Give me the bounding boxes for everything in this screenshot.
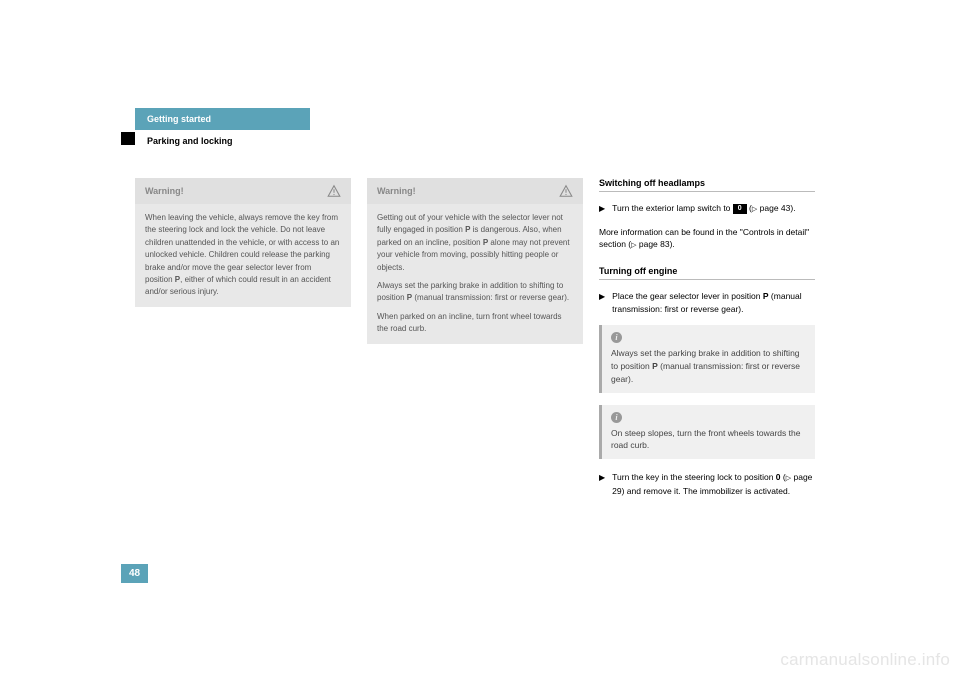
warning-title: Warning! bbox=[145, 186, 184, 196]
warning-box-2: Warning! Getting out of your vehicle wit… bbox=[367, 178, 583, 344]
info-icon: i bbox=[611, 412, 622, 423]
column-1: Warning! When leaving the vehicle, alway… bbox=[135, 178, 351, 507]
bullet-text: Turn the exterior lamp switch to 0 (▷ pa… bbox=[612, 202, 795, 216]
warning-title: Warning! bbox=[377, 186, 416, 196]
bullet-item: ▶ Place the gear selector lever in posit… bbox=[599, 290, 815, 316]
info-box-2: i On steep slopes, turn the front wheels… bbox=[599, 405, 815, 460]
page-content: Getting started Parking and locking Warn… bbox=[135, 108, 815, 507]
bullet-marker-icon: ▶ bbox=[599, 203, 605, 216]
bullet-item: ▶ Turn the key in the steering lock to p… bbox=[599, 471, 815, 497]
key-label-0: 0 bbox=[733, 204, 747, 214]
breadcrumb-text: Getting started bbox=[147, 114, 211, 124]
breadcrumb-tab: Getting started bbox=[135, 108, 310, 130]
warning-body: Getting out of your vehicle with the sel… bbox=[367, 204, 583, 344]
bullet-marker-icon: ▶ bbox=[599, 472, 605, 497]
bullet-text: Place the gear selector lever in positio… bbox=[612, 290, 815, 316]
section-title: Parking and locking bbox=[135, 130, 815, 152]
info-content: i Always set the parking brake in additi… bbox=[611, 332, 806, 385]
info-icon: i bbox=[611, 332, 622, 343]
bullet-text: Turn the key in the steering lock to pos… bbox=[612, 471, 815, 497]
warning-header: Warning! bbox=[367, 178, 583, 204]
bullet-marker-icon: ▶ bbox=[599, 291, 605, 316]
column-2: Warning! Getting out of your vehicle wit… bbox=[367, 178, 583, 507]
ref-triangle-icon: ▷ bbox=[752, 206, 757, 213]
page-number: 48 bbox=[121, 564, 148, 583]
column-3: Switching off headlamps ▶ Turn the exter… bbox=[599, 178, 815, 507]
info-text: On steep slopes, turn the front wheels t… bbox=[611, 427, 806, 453]
ref-triangle-icon: ▷ bbox=[631, 242, 636, 249]
ref-triangle-icon: ▷ bbox=[786, 475, 791, 482]
tab-marker bbox=[121, 132, 135, 145]
info-content: i On steep slopes, turn the front wheels… bbox=[611, 412, 806, 453]
columns-container: Warning! When leaving the vehicle, alway… bbox=[135, 178, 815, 507]
warning-text-p1: Getting out of your vehicle with the sel… bbox=[377, 212, 573, 274]
warning-body: When leaving the vehicle, always remove … bbox=[135, 204, 351, 307]
warning-triangle-icon bbox=[559, 184, 573, 198]
watermark: carmanualsonline.info bbox=[780, 650, 950, 670]
subsection-engine-title: Turning off engine bbox=[599, 266, 815, 280]
warning-header: Warning! bbox=[135, 178, 351, 204]
body-text: More information can be found in the "Co… bbox=[599, 226, 815, 252]
warning-text-p3: When parked on an incline, turn front wh… bbox=[377, 311, 573, 336]
warning-triangle-icon bbox=[327, 184, 341, 198]
warning-text-p2: Always set the parking brake in addition… bbox=[377, 280, 573, 305]
info-box-1: i Always set the parking brake in additi… bbox=[599, 325, 815, 392]
bullet-item: ▶ Turn the exterior lamp switch to 0 (▷ … bbox=[599, 202, 815, 216]
subsection-headlamps-title: Switching off headlamps bbox=[599, 178, 815, 192]
warning-box-1: Warning! When leaving the vehicle, alway… bbox=[135, 178, 351, 307]
warning-text: When leaving the vehicle, always remove … bbox=[145, 212, 341, 299]
info-text: Always set the parking brake in addition… bbox=[611, 347, 806, 385]
